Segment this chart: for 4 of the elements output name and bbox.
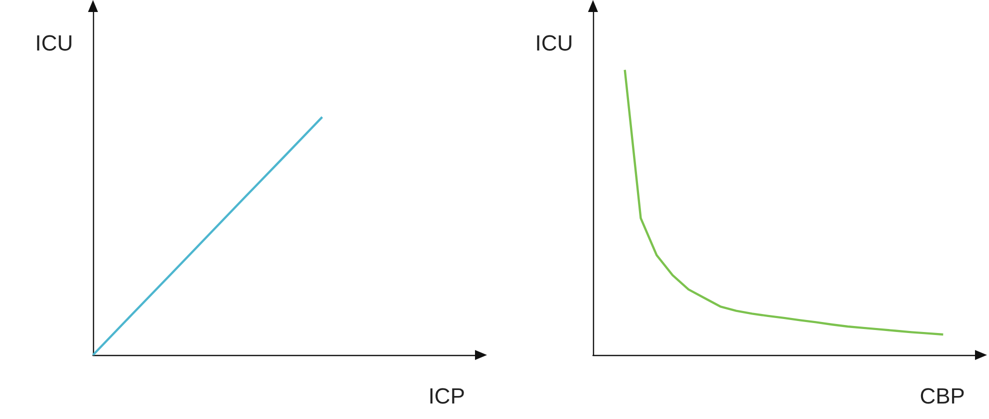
y-axis-title: ICU xyxy=(35,30,73,56)
x-axis-title: ICP xyxy=(428,384,465,408)
x-axis-title: CBP xyxy=(920,384,965,408)
y-axis-title: ICU xyxy=(535,30,573,56)
